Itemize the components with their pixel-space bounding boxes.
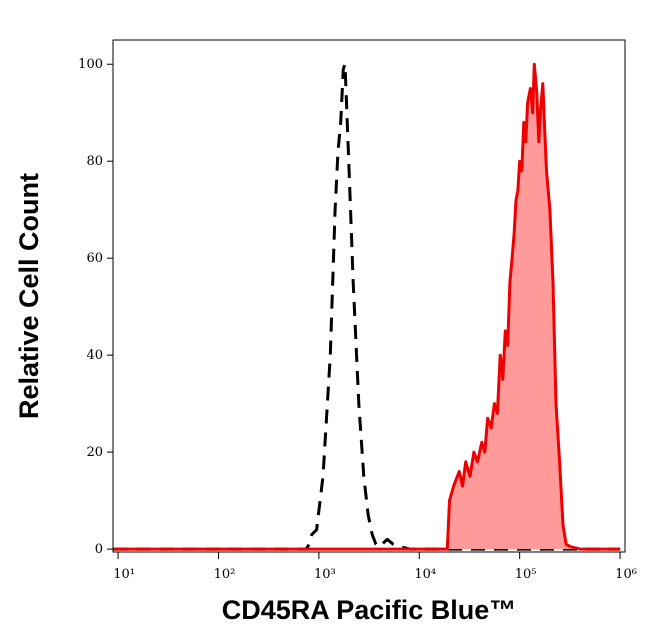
line [113, 62, 621, 551]
y-tick-label: 100 [78, 57, 103, 72]
y-tick-label: 40 [86, 348, 103, 363]
y-axis-label: Relative Cell Count [14, 173, 44, 419]
x-tick-label: 10² [214, 567, 236, 582]
x-tick-label: 10⁴ [414, 567, 436, 582]
x-tick-label: 10⁶ [615, 567, 637, 582]
x-tick-label: 10³ [314, 567, 336, 582]
y-tick-label: 0 [95, 542, 103, 557]
x-tick-label: 10¹ [113, 567, 135, 582]
y-tick-label: 20 [86, 445, 103, 460]
x-axis-label: CD45RA Pacific Blue™ [222, 595, 517, 625]
y-tick-label: 80 [86, 154, 103, 169]
x-tick-label: 10⁵ [515, 567, 537, 582]
line [113, 62, 621, 551]
area [113, 64, 621, 550]
y-tick-label: 60 [86, 251, 103, 266]
plot-frame [112, 39, 626, 553]
